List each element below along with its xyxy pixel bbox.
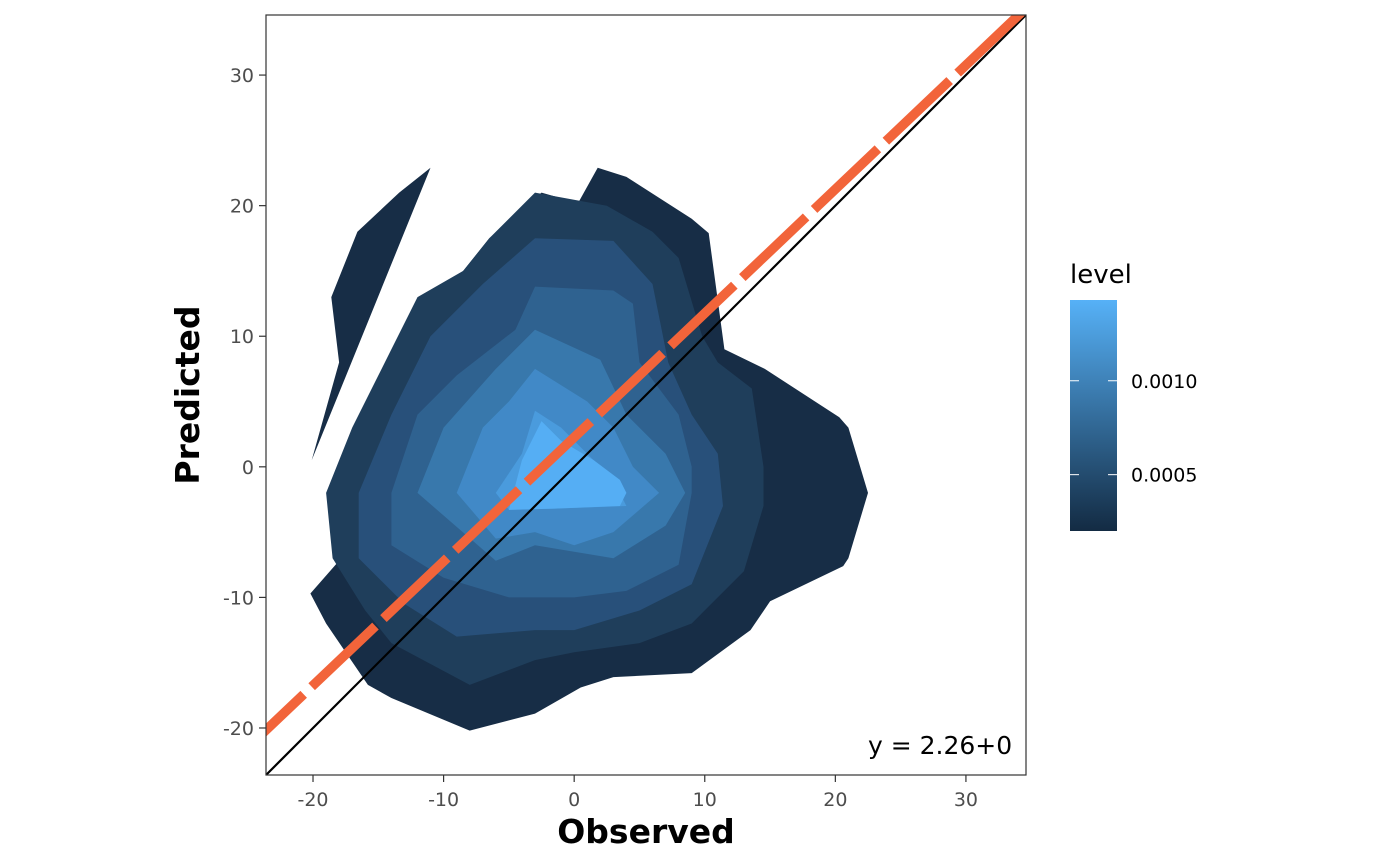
y-tick-label: -10 (223, 587, 254, 609)
x-tick-label: 30 (954, 789, 978, 811)
x-tick-label: -20 (297, 789, 328, 811)
plot-panel-border (265, 14, 1027, 776)
x-tick-label: 20 (823, 789, 847, 811)
legend-ticks: 0.0005 0.0010 (1070, 371, 1197, 487)
x-tick-label: 10 (693, 789, 717, 811)
y-axis-title: Predicted (168, 305, 207, 484)
legend-tick-label: 0.0010 (1131, 371, 1197, 393)
density-band-7-0 (508, 421, 627, 510)
x-axis-title: Observed (557, 812, 735, 851)
identity-line (266, 15, 1026, 775)
x-tick-label: 0 (568, 789, 580, 811)
x-axis: -20 -10 0 10 20 30 (297, 775, 978, 811)
y-tick-label: 0 (242, 457, 254, 479)
density-band-0-1 (311, 167, 431, 461)
y-tick-label: 20 (230, 196, 254, 218)
legend: level 0.0005 0.0010 (1070, 260, 1197, 531)
y-tick-label: 30 (230, 65, 254, 87)
y-tick-label: -20 (223, 718, 254, 740)
x-tick-label: -10 (428, 789, 459, 811)
y-axis: -20 -10 0 10 20 30 (223, 65, 266, 740)
legend-title: level (1070, 260, 1132, 290)
y-tick-label: 10 (230, 326, 254, 348)
reference-lines (266, 15, 1026, 775)
fitted-regression-line (266, 15, 1026, 737)
legend-tick-label: 0.0005 (1131, 465, 1197, 487)
legend-colorbar (1070, 300, 1117, 531)
regression-equation-label: y = 2.26+0 (868, 731, 1012, 760)
